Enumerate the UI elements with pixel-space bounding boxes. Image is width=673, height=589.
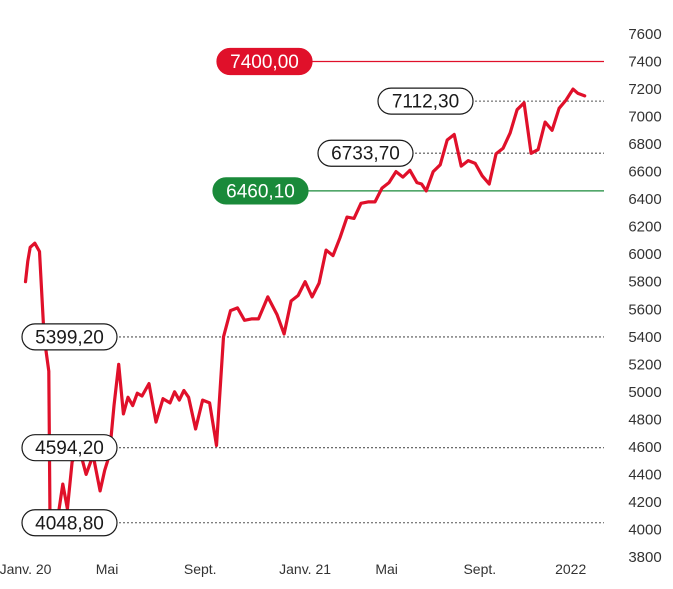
annotation-pill xyxy=(21,434,118,462)
annotation-value: 5399,20 xyxy=(35,327,104,348)
x-tick-label: Sept. xyxy=(463,561,496,577)
y-tick-label: 6400 xyxy=(628,191,661,208)
y-tick-label: 4600 xyxy=(628,439,661,456)
annotation-value: 4048,80 xyxy=(35,513,104,534)
annotation-pill xyxy=(216,47,313,76)
annotation-pill xyxy=(21,323,118,351)
annotation-label: 4594,20 xyxy=(21,434,118,462)
y-tick-label: 5000 xyxy=(628,384,661,401)
annotation-label: 6733,70 xyxy=(317,139,414,167)
annotation-pill xyxy=(21,509,118,537)
y-tick-label: 5200 xyxy=(628,356,661,373)
y-tick-label: 5600 xyxy=(628,301,661,318)
x-tick-label: Janv. 20 xyxy=(0,561,52,577)
annotation-pill xyxy=(377,87,474,115)
x-tick-label: Janv. 21 xyxy=(279,561,331,577)
annotation-label: 4048,80 xyxy=(21,509,118,537)
y-tick-label: 6600 xyxy=(628,164,661,181)
y-tick-label: 3800 xyxy=(628,549,661,566)
y-tick-label: 5400 xyxy=(628,329,661,346)
x-tick-label: Sept. xyxy=(184,561,217,577)
x-tick-label: Mai xyxy=(96,561,119,577)
annotation-pill xyxy=(212,177,309,205)
y-tick-label: 4400 xyxy=(628,466,661,483)
y-tick-label: 4200 xyxy=(628,494,661,511)
y-tick-label: 7200 xyxy=(628,81,661,98)
y-tick-label: 6800 xyxy=(628,136,661,153)
y-tick-label: 7000 xyxy=(628,109,661,126)
annotation-label: 5399,20 xyxy=(21,323,118,351)
annotation-value: 7112,30 xyxy=(392,92,459,113)
annotation-pill xyxy=(317,139,414,167)
reference-lines xyxy=(115,60,604,524)
y-tick-label: 6000 xyxy=(628,246,661,263)
y-tick-label: 7600 xyxy=(628,26,661,43)
x-tick-label: Mai xyxy=(375,561,398,577)
annotation-labels: 7400,00 7112,30 6733,70 6460,10 5399,20 4594,… xyxy=(21,47,474,537)
x-tick-label: 2022 xyxy=(555,561,586,577)
annotation-label: 7112,30 xyxy=(377,87,474,115)
y-tick-label: 4800 xyxy=(628,411,661,428)
annotation-label: 6460,10 xyxy=(212,177,309,205)
annotation-value: 6460,10 xyxy=(226,181,295,202)
annotation-value: 4594,20 xyxy=(35,438,104,459)
x-axis: Janv. 20 Mai Sept. Janv. 21 Mai Sept. 2022 xyxy=(0,561,586,577)
y-tick-label: 5800 xyxy=(628,274,661,291)
y-axis: 3800 4000 4200 4400 4600 4800 5000 5200 5400 5600… xyxy=(628,26,661,566)
annotation-value: 6733,70 xyxy=(331,144,400,165)
y-tick-label: 6200 xyxy=(628,219,661,236)
y-tick-label: 4000 xyxy=(628,521,661,538)
y-tick-label: 7400 xyxy=(628,54,661,71)
annotation-value: 7400,00 xyxy=(230,52,299,73)
annotation-label: 7400,00 xyxy=(216,47,313,76)
